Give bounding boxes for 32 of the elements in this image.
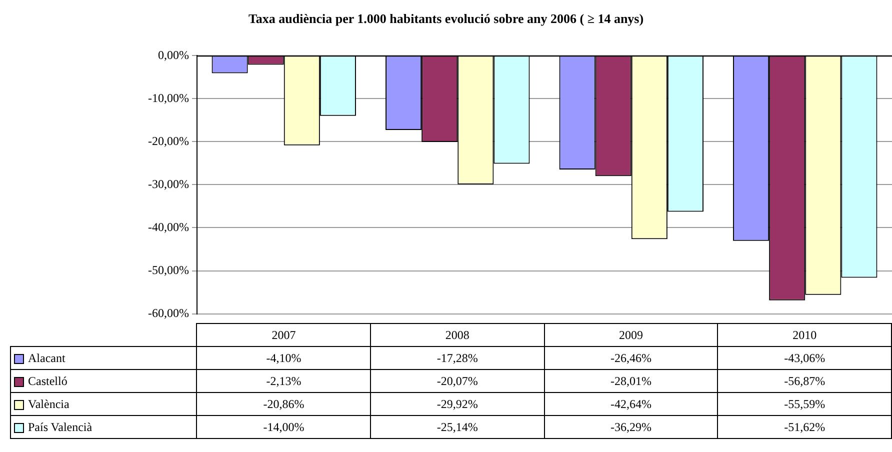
data-label: -29,92% [370, 392, 544, 416]
y-tick-label: -10,00% [148, 90, 189, 105]
legend-label: Castelló [10, 370, 197, 392]
data-label: -43,06% [718, 346, 892, 370]
data-label: -28,01% [544, 370, 718, 392]
data-label: -51,62% [718, 416, 892, 438]
chart-title: Taxa audiència per 1.000 habitants evolució sobre any 2006 ( ≥ 14 anys) [248, 11, 644, 26]
data-label: -20,86% [196, 392, 371, 416]
data-label: -4,10% [196, 346, 371, 370]
data-label: -36,29% [544, 416, 718, 438]
y-tick-label: -40,00% [148, 220, 189, 234]
data-label: -17,28% [370, 346, 544, 370]
x-tick-label: 2008 [370, 324, 544, 346]
y-tick-label: -20,00% [148, 134, 189, 148]
data-label: -25,14% [370, 416, 544, 438]
legend-label: Alacant [10, 346, 197, 370]
data-label: -56,87% [718, 370, 892, 392]
data-label: -2,13% [196, 370, 371, 392]
data-label: -14,00% [196, 416, 371, 438]
legend-label: País Valencià [10, 416, 197, 438]
x-tick-label: 2009 [544, 324, 718, 346]
data-label: -42,64% [544, 392, 718, 416]
x-tick-label: 2010 [718, 324, 892, 346]
y-tick-label: 0,00% [158, 48, 189, 62]
data-label: -20,07% [370, 370, 544, 392]
y-tick-label: -30,00% [148, 176, 189, 191]
legend-label: València [10, 392, 197, 416]
x-tick-label: 2007 [196, 324, 371, 346]
data-label: -55,59% [718, 392, 892, 416]
y-tick-label: -50,00% [148, 262, 189, 277]
data-label: -26,46% [544, 346, 718, 370]
y-tick-label: -60,00% [148, 306, 189, 320]
